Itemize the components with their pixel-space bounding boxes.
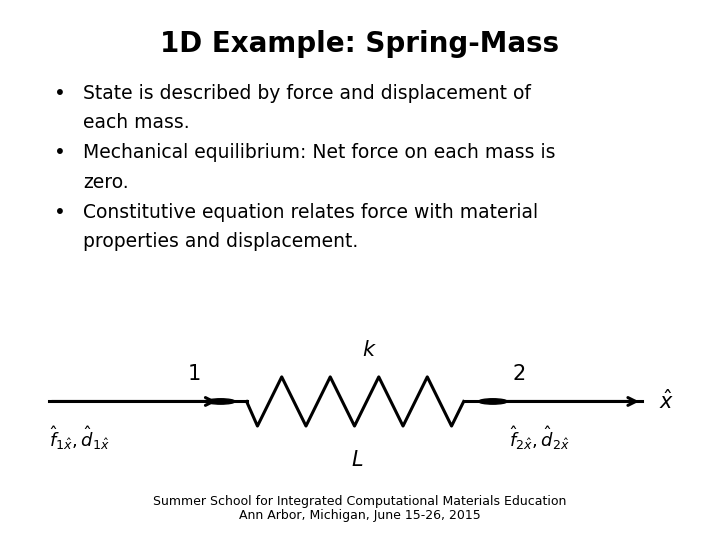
Text: Constitutive equation relates force with material: Constitutive equation relates force with… xyxy=(83,202,538,221)
Circle shape xyxy=(207,399,235,404)
Text: Mechanical equilibrium: Net force on each mass is: Mechanical equilibrium: Net force on eac… xyxy=(83,143,555,162)
Text: $\hat{f}_{1\hat{x}},\hat{d}_{1\hat{x}}$: $\hat{f}_{1\hat{x}},\hat{d}_{1\hat{x}}$ xyxy=(49,424,110,452)
Text: 1: 1 xyxy=(188,364,202,384)
Text: •: • xyxy=(54,143,66,162)
Text: properties and displacement.: properties and displacement. xyxy=(83,232,358,251)
Text: •: • xyxy=(54,202,66,221)
Text: $\hat{f}_{2\hat{x}},\hat{d}_{2\hat{x}}$: $\hat{f}_{2\hat{x}},\hat{d}_{2\hat{x}}$ xyxy=(509,424,570,452)
Text: Summer School for Integrated Computational Materials Education: Summer School for Integrated Computation… xyxy=(153,495,567,508)
Circle shape xyxy=(479,399,507,404)
Text: $k$: $k$ xyxy=(362,340,377,360)
Text: State is described by force and displacement of: State is described by force and displace… xyxy=(83,84,531,103)
Text: 2: 2 xyxy=(512,364,526,384)
Text: zero.: zero. xyxy=(83,173,128,192)
Text: $L$: $L$ xyxy=(351,450,363,470)
Text: Ann Arbor, Michigan, June 15-26, 2015: Ann Arbor, Michigan, June 15-26, 2015 xyxy=(239,509,481,522)
Text: 1D Example: Spring-Mass: 1D Example: Spring-Mass xyxy=(161,30,559,58)
Text: each mass.: each mass. xyxy=(83,113,189,132)
Text: •: • xyxy=(54,84,66,103)
Text: $\hat{x}$: $\hat{x}$ xyxy=(659,390,674,413)
